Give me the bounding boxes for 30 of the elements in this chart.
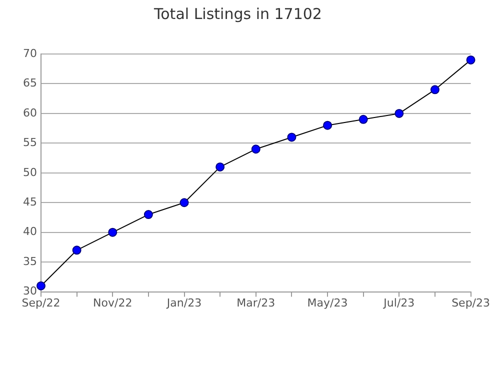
x-tick-label: Sep/23 [452,296,490,310]
point [287,132,296,142]
x-tick-label: Jul/23 [382,296,415,310]
point [144,210,153,220]
x-tick-label: May/23 [307,296,348,310]
point [430,85,440,94]
y-tick-label: 30 [23,284,37,298]
point [466,55,476,64]
y-tick-label: 45 [23,195,37,208]
point [358,114,368,124]
y-tick-label: 40 [23,225,37,238]
point [251,144,260,154]
point [72,246,82,255]
y-tick-label: 70 [23,46,37,60]
point [108,228,118,237]
x-tick-label: Jan/23 [166,296,202,310]
y-tick-label: 60 [23,106,37,120]
point [36,281,46,290]
point [216,162,225,172]
y-tick-label: 65 [23,76,37,90]
point [180,198,189,208]
point [323,120,332,130]
chart-title: Total Listings in 17102 [153,4,322,23]
x-tick-label: Sep/22 [22,296,60,310]
y-tick-label: 55 [23,136,37,150]
x-tick-label: Nov/22 [93,296,132,310]
x-tick-label: Mar/23 [236,296,276,310]
y-tick-label: 35 [23,254,37,268]
y-tick-label: 50 [23,166,37,179]
point [394,108,404,118]
